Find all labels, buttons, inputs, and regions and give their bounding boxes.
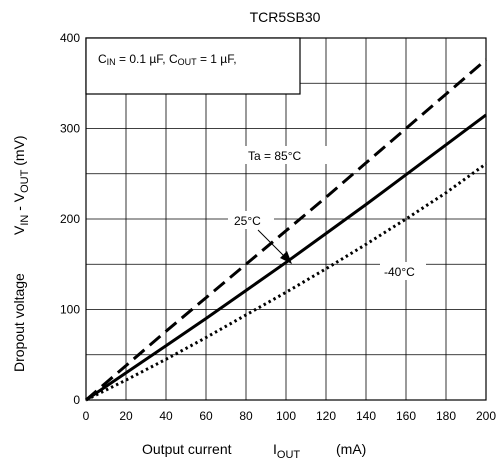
x-tick-label: 120 (316, 409, 336, 423)
y-tick-labels: 0 100 200 300 400 (60, 31, 80, 407)
label-25c: 25°C (234, 214, 261, 228)
series-line-dotted (85, 162, 487, 402)
x-tick-label: 100 (276, 409, 296, 423)
label-85c: Ta = 85°C (248, 149, 301, 163)
x-axis-symbol-sub: OUT (277, 449, 301, 461)
x-axis-label: Output current IOUT (mA) (142, 441, 366, 461)
x-tick-label: 40 (159, 409, 173, 423)
x-tick-label: 180 (436, 409, 456, 423)
condition-cin-value: = 0.1 µF, C (116, 52, 178, 66)
x-axis-label-main: Output current (142, 441, 232, 457)
label-25c-bg (228, 211, 274, 229)
series-labels: Ta = 85°C 25°C -40°C (228, 146, 426, 280)
condition-text: CIN = 0.1 µF, COUT = 1 µF, (98, 52, 237, 67)
x-tick-label: 140 (356, 409, 376, 423)
y-tick-label: 200 (60, 212, 80, 226)
condition-box: CIN = 0.1 µF, COUT = 1 µF, (85, 37, 301, 95)
y-axis-label-main: Dropout voltage (11, 273, 27, 372)
label-25c-arrowhead (280, 251, 292, 264)
label-m40c-bg (380, 262, 426, 280)
label-85c-bg (242, 146, 332, 164)
y-axis-unit: (mV) (11, 135, 27, 169)
series-layer (85, 58, 487, 402)
y-tick-label: 400 (60, 31, 80, 45)
y-axis-vin-sub: IN (19, 215, 31, 226)
label-25c-leader (257, 229, 287, 259)
x-tick-label: 80 (239, 409, 253, 423)
x-axis-unit: (mA) (336, 441, 366, 457)
x-tick-label: 60 (199, 409, 213, 423)
condition-cout-value: = 1 µF, (197, 52, 237, 66)
condition-box-frame (85, 37, 301, 95)
y-axis-vout: - V (11, 192, 27, 214)
chart-title: TCR5SB30 (250, 9, 321, 25)
x-tick-label: 0 (83, 409, 90, 423)
x-tick-label: 200 (476, 409, 496, 423)
y-tick-label: 100 (60, 303, 80, 317)
label-m40c: -40°C (384, 265, 415, 279)
y-axis-vout-sub: OUT (19, 169, 31, 193)
y-tick-label: 300 (60, 122, 80, 136)
x-tick-labels: 0 20 40 60 80 100 120 140 160 180 200 (83, 409, 497, 423)
series-line-dashed (85, 58, 487, 402)
x-axis-symbol: I (273, 441, 277, 457)
condition-cin-sub: IN (107, 57, 116, 67)
y-tick-label: 0 (73, 393, 80, 407)
x-tick-label: 20 (119, 409, 133, 423)
plot-area (85, 37, 487, 402)
y-axis-label: Dropout voltage VIN - VOUT (mV) (11, 135, 31, 372)
condition-cout-sub: OUT (178, 57, 198, 67)
condition-c1: C (98, 52, 107, 66)
series-line-solid (85, 113, 487, 402)
y-axis-vin: V (11, 225, 27, 235)
x-tick-label: 160 (396, 409, 416, 423)
